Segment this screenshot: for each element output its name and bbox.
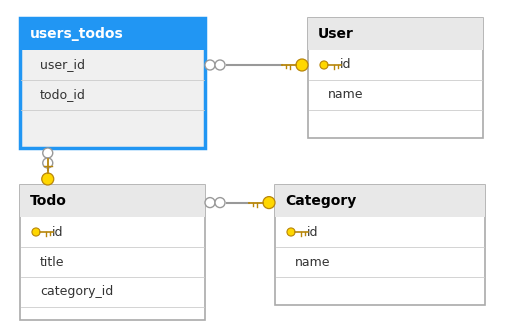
Text: Todo: Todo bbox=[30, 194, 67, 208]
FancyBboxPatch shape bbox=[275, 185, 485, 217]
Circle shape bbox=[42, 173, 54, 185]
Text: user_id: user_id bbox=[40, 58, 85, 71]
FancyBboxPatch shape bbox=[20, 18, 205, 50]
Circle shape bbox=[43, 148, 53, 158]
Circle shape bbox=[320, 61, 328, 69]
Circle shape bbox=[287, 228, 295, 236]
Circle shape bbox=[32, 228, 40, 236]
FancyBboxPatch shape bbox=[308, 18, 483, 138]
Text: name: name bbox=[328, 89, 364, 102]
Circle shape bbox=[205, 198, 215, 208]
Circle shape bbox=[205, 60, 215, 70]
Circle shape bbox=[215, 60, 225, 70]
Text: Category: Category bbox=[285, 194, 356, 208]
Text: title: title bbox=[40, 256, 65, 269]
Text: name: name bbox=[295, 256, 330, 269]
FancyBboxPatch shape bbox=[308, 18, 483, 50]
Text: id: id bbox=[307, 225, 319, 238]
Text: category_id: category_id bbox=[40, 286, 113, 299]
Text: User: User bbox=[318, 27, 354, 41]
Circle shape bbox=[296, 59, 308, 71]
Text: users_todos: users_todos bbox=[30, 27, 124, 41]
FancyBboxPatch shape bbox=[275, 185, 485, 305]
Text: todo_id: todo_id bbox=[40, 89, 86, 102]
FancyBboxPatch shape bbox=[20, 185, 205, 217]
Text: id: id bbox=[52, 225, 64, 238]
Circle shape bbox=[215, 198, 225, 208]
Circle shape bbox=[43, 158, 53, 168]
FancyBboxPatch shape bbox=[20, 18, 205, 148]
FancyBboxPatch shape bbox=[20, 185, 205, 320]
Circle shape bbox=[263, 197, 275, 209]
Text: id: id bbox=[340, 58, 351, 71]
